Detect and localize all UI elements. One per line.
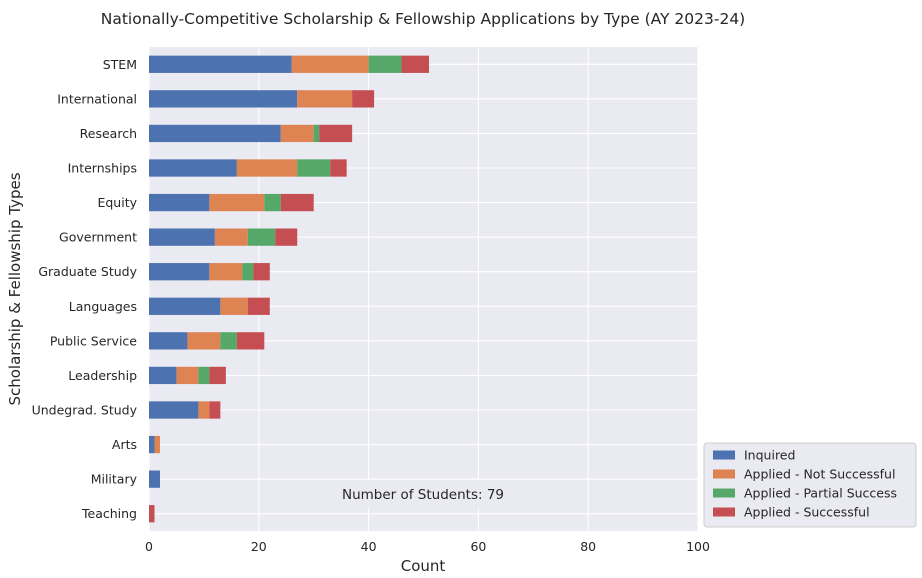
bar-segment — [149, 193, 210, 212]
bar-segment — [242, 263, 254, 281]
legend-frame — [703, 442, 917, 528]
bar-segment — [176, 366, 199, 385]
bar-segment — [275, 228, 298, 246]
bar-segment — [209, 193, 265, 212]
bar-segment — [368, 55, 402, 73]
bar-segment — [330, 159, 347, 177]
bar-segment — [187, 332, 221, 350]
bar-segment — [149, 332, 188, 350]
annotation-text: Number of Students: 79 — [342, 487, 504, 503]
x-tick-label: 80 — [580, 539, 596, 554]
legend-label: Applied - Not Successful — [744, 467, 895, 482]
x-tick-label: 100 — [686, 539, 710, 554]
bar-segment — [149, 435, 155, 454]
y-tick-label: Arts — [112, 437, 137, 452]
bar-segment — [149, 228, 215, 246]
y-tick-labels: STEM International Research Internships Equi… — [32, 57, 138, 521]
bar-segment — [297, 90, 353, 108]
bar-segment — [149, 401, 199, 419]
y-tick-label: STEM — [103, 57, 137, 72]
bar-segment — [198, 401, 210, 419]
bar-segment — [149, 366, 177, 385]
legend-swatch — [713, 450, 735, 460]
bar-segment — [198, 366, 210, 385]
legend-swatch — [713, 507, 735, 517]
legend: Inquired Applied - Not Successful Applied … — [703, 442, 917, 528]
bar-segment — [149, 55, 292, 73]
bar-segment — [236, 332, 265, 350]
bar-segment — [236, 159, 298, 177]
bars — [149, 55, 429, 523]
plot-background — [149, 47, 698, 531]
annotation-box: Number of Students: 79 — [334, 480, 512, 508]
y-tick-label: Undegrad. Study — [32, 403, 138, 418]
legend-label: Applied - Partial Success — [744, 486, 897, 501]
bar-segment — [247, 228, 276, 246]
bar-segment — [209, 263, 243, 281]
bar-segment — [247, 297, 270, 315]
bar-segment — [319, 124, 353, 143]
bar-segment — [280, 193, 314, 212]
legend-label: Inquired — [744, 448, 795, 463]
bar-segment — [149, 90, 298, 108]
y-tick-label: Government — [59, 230, 137, 245]
bar-segment — [352, 90, 375, 108]
bar-segment — [220, 297, 248, 315]
legend-swatch — [713, 488, 735, 498]
bar-segment — [297, 159, 331, 177]
bar-segment — [209, 366, 226, 385]
bar-segment — [149, 124, 281, 143]
y-tick-label: Equity — [97, 195, 137, 210]
y-tick-label: Leadership — [68, 368, 137, 383]
bar-segment — [253, 263, 270, 281]
x-axis-label: Count — [401, 557, 446, 575]
y-tick-label: Languages — [69, 299, 137, 314]
x-tick-label: 20 — [251, 539, 267, 554]
bar-segment — [401, 55, 429, 73]
y-tick-label: Research — [80, 126, 137, 141]
legend-label: Applied - Successful — [744, 505, 870, 520]
y-tick-label: Internships — [68, 161, 137, 176]
bar-segment — [280, 124, 314, 143]
x-tick-labels: 0 20 40 60 80 100 — [145, 539, 710, 554]
bar-segment — [264, 193, 281, 212]
x-tick-label: 40 — [361, 539, 377, 554]
bar-segment — [214, 228, 248, 246]
bar-segment — [154, 435, 160, 454]
bar-segment — [291, 55, 369, 73]
y-tick-label: Graduate Study — [38, 264, 137, 279]
bar-segment — [149, 159, 237, 177]
chart-title: Nationally-Competitive Scholarship & Fel… — [101, 10, 745, 28]
bar-segment — [149, 505, 155, 523]
bar-segment — [220, 332, 237, 350]
y-tick-label: Public Service — [50, 333, 137, 348]
y-tick-label: Military — [91, 472, 138, 487]
bar-segment — [149, 263, 210, 281]
y-tick-label: Teaching — [81, 506, 137, 521]
bar-segment — [313, 124, 320, 143]
bar-segment — [149, 470, 160, 488]
bar-segment — [149, 297, 221, 315]
x-tick-label: 60 — [470, 539, 486, 554]
y-axis-label: Scholarship & Fellowship Types — [6, 172, 24, 405]
bar-segment — [209, 401, 221, 419]
x-tick-label: 0 — [145, 539, 153, 554]
y-tick-label: International — [57, 91, 137, 106]
legend-swatch — [713, 469, 735, 479]
